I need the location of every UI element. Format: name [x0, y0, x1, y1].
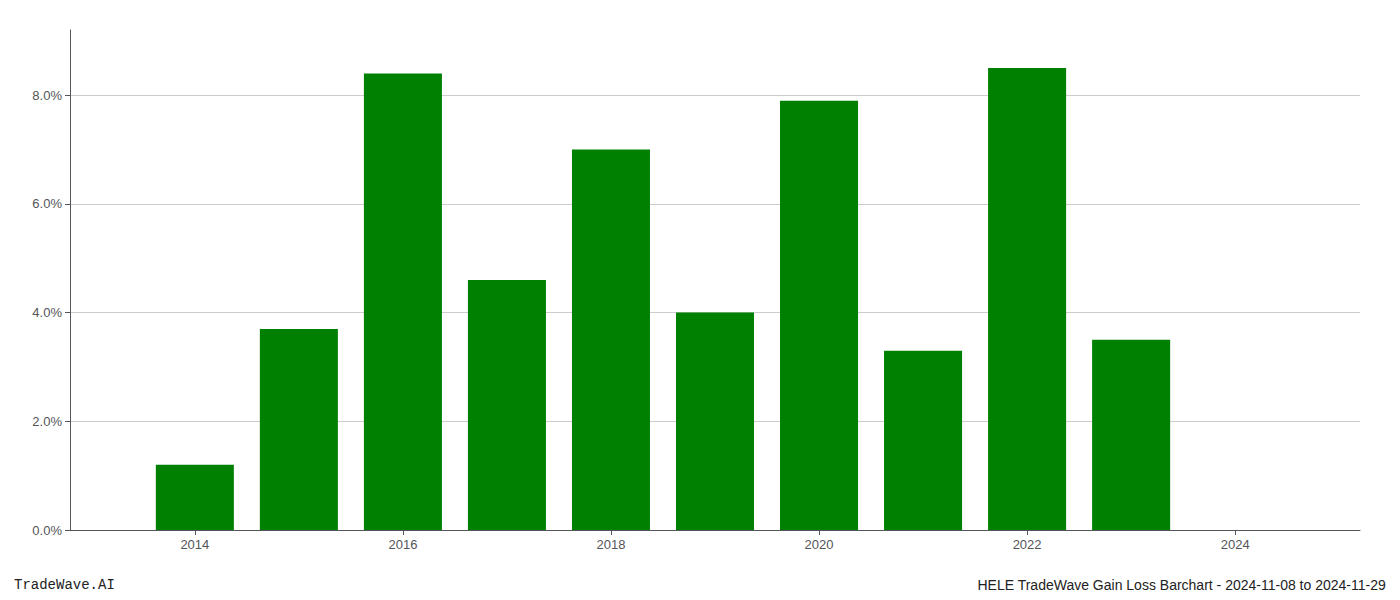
- svg-text:2024: 2024: [1221, 537, 1250, 552]
- svg-text:2018: 2018: [597, 537, 626, 552]
- svg-text:HELE TradeWave Gain Loss Barch: HELE TradeWave Gain Loss Barchart - 2024…: [977, 577, 1386, 593]
- svg-text:2.0%: 2.0%: [32, 414, 62, 429]
- svg-text:0.0%: 0.0%: [32, 523, 62, 538]
- svg-text:2020: 2020: [805, 537, 834, 552]
- svg-text:2014: 2014: [180, 537, 209, 552]
- svg-text:2022: 2022: [1013, 537, 1042, 552]
- svg-text:2016: 2016: [388, 537, 417, 552]
- svg-text:6.0%: 6.0%: [32, 196, 62, 211]
- svg-text:4.0%: 4.0%: [32, 305, 62, 320]
- svg-text:8.0%: 8.0%: [32, 88, 62, 103]
- svg-text:TradeWave.AI: TradeWave.AI: [14, 577, 115, 593]
